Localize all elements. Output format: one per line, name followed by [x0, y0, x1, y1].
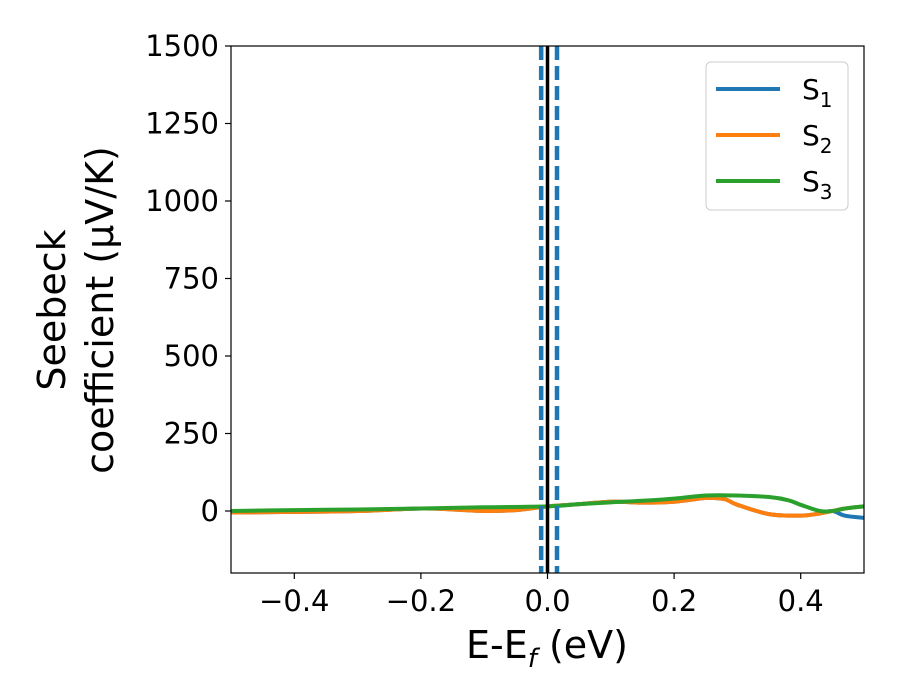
legend-label-s1: S1	[802, 73, 833, 112]
reference-lines	[538, 46, 560, 573]
legend-label-s2: S2	[802, 119, 833, 158]
x-axis-ticks: −0.4 −0.2 0.0 0.2 0.4	[259, 573, 824, 618]
y-tick-label: 1000	[145, 184, 219, 218]
x-axis-label: E-Ef (eV)	[466, 623, 628, 674]
legend: S1 S2 S3	[705, 61, 849, 211]
y-tick-label: 1500	[145, 29, 219, 63]
y-tick-label: 500	[164, 339, 219, 373]
x-tick-label: 0.2	[651, 584, 697, 618]
y-axis-label-line1: Seebeck	[30, 229, 74, 390]
x-axis-label-main: E-E	[466, 623, 528, 667]
y-axis-label-line2: coefficient (μV/K)	[78, 146, 122, 474]
y-tick-label: 750	[164, 262, 219, 296]
x-tick-label: 0.0	[524, 584, 570, 618]
series-line-s3	[231, 493, 864, 514]
x-tick-label: 0.4	[778, 584, 824, 618]
y-tick-label: 1250	[145, 107, 219, 141]
x-tick-label: −0.4	[259, 584, 329, 618]
plot-lines	[231, 493, 864, 520]
y-axis-ticks: 0 250 500 750 1000 1250 1500	[145, 29, 231, 528]
y-axis-label: Seebeck coefficient (μV/K)	[30, 146, 122, 474]
y-tick-label: 250	[164, 417, 219, 451]
x-tick-label: −0.2	[386, 584, 456, 618]
y-tick-label: 0	[201, 494, 219, 528]
legend-label-s3: S3	[802, 165, 833, 204]
x-axis-label-unit: (eV)	[537, 623, 628, 667]
